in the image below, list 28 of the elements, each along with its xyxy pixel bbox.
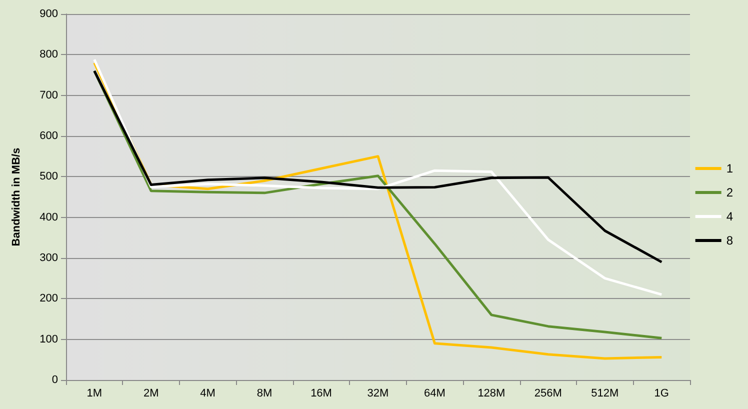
legend-label: 4 [726,210,734,224]
y-axis-title: Bandwidth in MB/s [10,148,22,246]
x-tick-label: 2M [143,388,159,400]
y-tick-label: 100 [40,333,58,346]
legend-label: 8 [726,234,734,248]
x-tick-label: 1G [654,388,669,400]
y-tick-label: 700 [40,89,58,102]
legend-label: 2 [726,186,734,200]
y-tick-label: 900 [40,8,58,20]
y-tick-label: 200 [40,292,58,305]
y-tick-label: 600 [40,130,58,142]
legend-label: 1 [726,162,734,176]
x-tick-label: 8M [256,388,272,400]
y-tick-label: 500 [40,170,58,183]
x-tick-label: 1M [86,388,102,400]
x-tick-label: 4M [200,388,216,400]
x-tick-label: 256M [534,388,562,400]
x-tick-label: 512M [591,388,619,400]
x-tick-label: 16M [310,388,332,400]
x-tick-label: 128M [478,388,506,400]
line-series [93,58,663,296]
y-tick-label: 0 [52,374,58,386]
y-tick-label: 800 [40,48,58,61]
x-tick-label: 32M [367,388,389,400]
y-tick-label: 300 [40,252,58,264]
y-tick-label: 400 [40,211,58,224]
line-series [93,70,663,264]
x-tick-label: 64M [424,388,446,400]
